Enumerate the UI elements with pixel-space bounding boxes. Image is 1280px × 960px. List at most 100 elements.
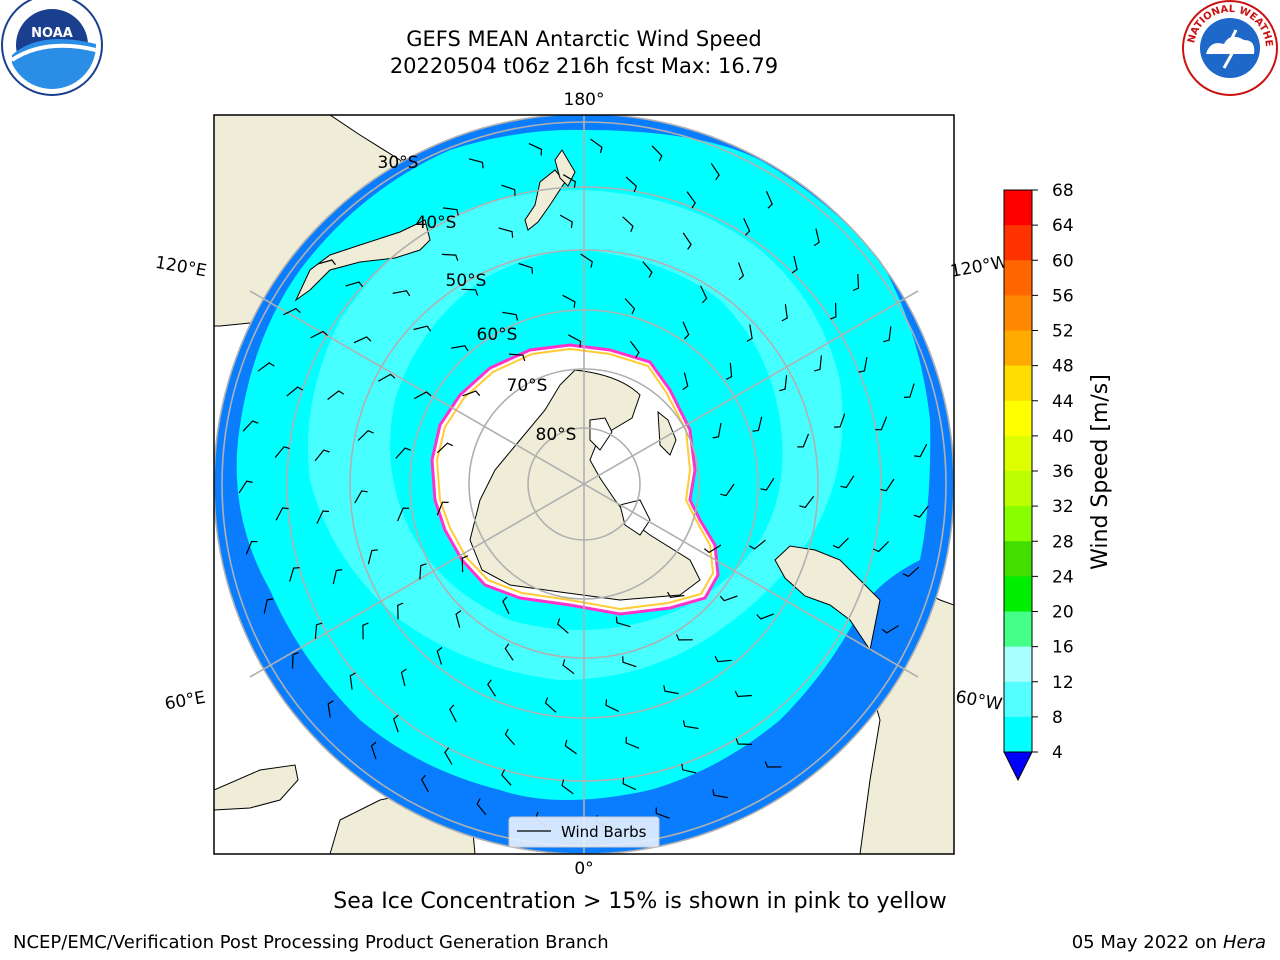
wind-barb (562, 174, 577, 188)
wind-barb (487, 679, 497, 697)
wind-barb (332, 569, 343, 585)
wind-barb (629, 340, 640, 358)
wind-barb (274, 446, 290, 458)
colorbar-segment (1004, 541, 1032, 577)
wind-barb (370, 741, 377, 760)
wind-barb (682, 720, 699, 730)
wind-barb (840, 475, 855, 489)
map-title: GEFS MEAN Antarctic Wind Speed (406, 27, 762, 51)
colorbar-segment (1004, 260, 1032, 296)
wind-barb (605, 699, 619, 712)
wind-barb (450, 345, 469, 352)
noaa-logo-icon: NOAA (1, 0, 103, 96)
wind-barb (914, 443, 928, 458)
colorbar-tick-label: 60 (1052, 251, 1074, 271)
lon-label-60e: 60°E (163, 688, 207, 715)
lat-label-30s: 30°S (378, 153, 419, 173)
wind-barb (712, 422, 722, 439)
wind-barb (501, 184, 516, 196)
national-weather-service-logo-icon: NATIONAL WEATHER SERVICE (0, 0, 1278, 96)
wind-barb (686, 191, 696, 209)
wind-barb (712, 789, 728, 799)
wind-barb (564, 739, 577, 755)
map-subtitle: 20220504 t06z 216h fcst Max: 16.79 (389, 54, 779, 78)
wind-barb (501, 769, 512, 786)
wind-barb (714, 656, 732, 663)
colorbar-segment (1004, 646, 1032, 683)
wind-barb (682, 321, 690, 340)
wind-barb (902, 566, 920, 578)
colorbar-segment (1004, 471, 1032, 507)
wind-barb (781, 304, 788, 322)
colorbar-tick-label: 36 (1052, 462, 1074, 482)
wind-barb (291, 652, 299, 669)
wind-barb (245, 540, 258, 555)
colorbar-segment (1004, 190, 1032, 226)
wind-barb (624, 298, 636, 315)
wind-barb (642, 261, 653, 278)
colorbar-segment (1004, 681, 1032, 718)
wind-barb (622, 216, 634, 233)
wind-barb (238, 480, 253, 494)
wind-barb (314, 622, 323, 639)
wind-barb (700, 285, 708, 304)
wind-barb (504, 643, 514, 661)
wind-barb (734, 690, 752, 698)
wind-barb (797, 433, 810, 448)
wind-barb (498, 227, 514, 238)
wind-barb (286, 386, 304, 397)
wind-barb (682, 232, 692, 250)
colorbar-tick-label: 64 (1052, 216, 1074, 236)
footer-host: Hera (1222, 932, 1266, 953)
colorbar-tick-label: 24 (1052, 567, 1074, 587)
wind-barb (327, 390, 345, 400)
wind-barb (518, 262, 533, 274)
wind-barb (880, 478, 895, 492)
wind-barb (622, 656, 637, 668)
wind-barb (436, 646, 443, 665)
wind-barb (354, 490, 368, 504)
wind-barb (681, 763, 697, 774)
wind-barb (590, 138, 603, 154)
wind-barb (316, 510, 330, 524)
wind-barb (655, 807, 670, 819)
wind-barb (419, 563, 427, 580)
wind-barb (318, 259, 336, 266)
colorbar-tick-label: 32 (1052, 497, 1074, 517)
wind-barb (413, 391, 432, 400)
wind-barb (461, 288, 479, 296)
colorbar-segment (1004, 365, 1032, 402)
wind-barb (436, 442, 454, 454)
wind-barb (746, 324, 753, 342)
wind-barb (756, 613, 775, 620)
wind-barb (544, 697, 557, 713)
lat-label-80s: 80°S (536, 425, 577, 445)
wind-barb (622, 777, 637, 791)
colorbar-tick-label: 20 (1052, 603, 1074, 623)
colorbar-tick-label: 8 (1052, 708, 1063, 728)
wind-barb (720, 483, 735, 497)
wind-barb (559, 214, 573, 228)
wind-barb (395, 447, 411, 459)
wind-barb (362, 622, 369, 640)
wind-barb (461, 555, 469, 573)
wind-barb (357, 429, 374, 441)
wind-barb (625, 736, 640, 749)
wind-barb (858, 357, 868, 373)
colorbar-segment (1004, 225, 1032, 261)
colorbar-label: Wind Speed [m/s] (1088, 374, 1113, 570)
wind-barb (568, 334, 582, 348)
svg-text:NATIONAL WEATHER SERVICE: NATIONAL WEATHER SERVICE (0, 0, 1274, 47)
wind-barb (834, 413, 846, 428)
wind-barb (257, 362, 275, 372)
colorbar-segment (1004, 400, 1032, 437)
colorbar-tick-label: 28 (1052, 532, 1074, 552)
wind-barb (508, 353, 526, 362)
lon-label-60w: 60°W (954, 687, 1004, 715)
wind-barb (749, 539, 766, 550)
wind-barb (872, 541, 890, 553)
wind-barb (436, 501, 449, 516)
wind-barb (504, 728, 516, 746)
map-area (214, 115, 954, 854)
wind-barb (625, 176, 638, 193)
